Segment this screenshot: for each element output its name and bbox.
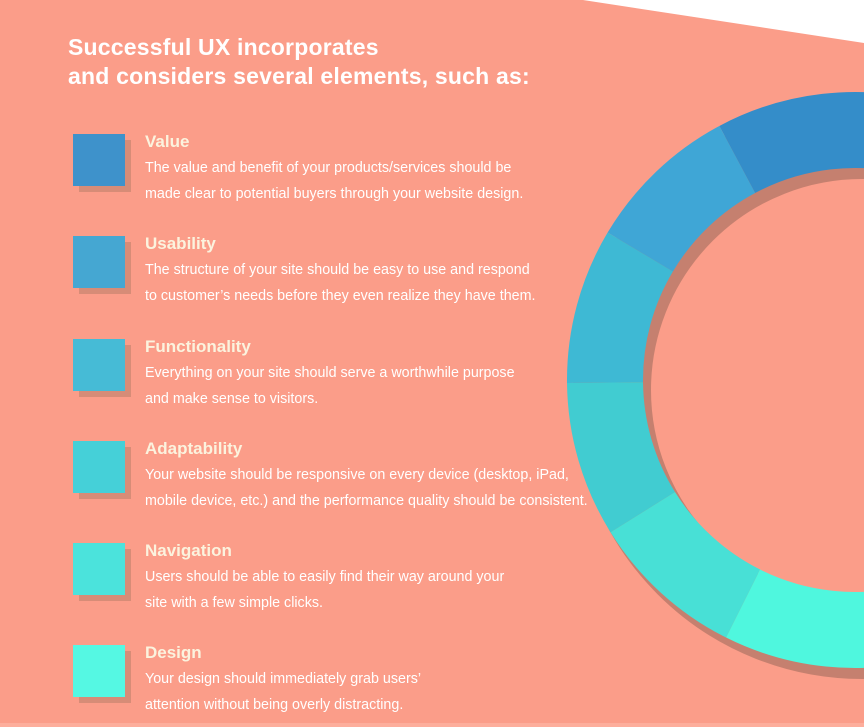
color-swatch bbox=[73, 441, 125, 493]
color-swatch bbox=[73, 236, 125, 288]
item-description: Your website should be responsive on eve… bbox=[145, 467, 588, 509]
donut-segment-value bbox=[719, 92, 864, 194]
item-label: Adaptability bbox=[145, 439, 243, 458]
donut-segment-navigation bbox=[610, 491, 761, 638]
page-title-line1: Successful UX incorporates bbox=[68, 34, 379, 60]
item-label: Navigation bbox=[145, 541, 232, 560]
color-swatch bbox=[73, 645, 125, 697]
item-description: Your design should immediately grab user… bbox=[145, 671, 422, 713]
donut-segment-design bbox=[726, 569, 864, 668]
item-description: The value and benefit of your products/s… bbox=[145, 160, 524, 202]
color-swatch bbox=[73, 543, 125, 595]
color-swatch bbox=[73, 134, 125, 186]
item-label: Functionality bbox=[145, 337, 251, 356]
item-label: Design bbox=[145, 643, 202, 662]
item-description: Everything on your site should serve a w… bbox=[145, 365, 515, 407]
donut-segment-adaptability bbox=[567, 381, 676, 533]
donut-segment-usability bbox=[607, 125, 756, 273]
item-description: The structure of your site should be eas… bbox=[145, 262, 536, 304]
color-swatch bbox=[73, 339, 125, 391]
page-title: Successful UX incorporates and considers… bbox=[68, 33, 530, 91]
bottom-edge-strip bbox=[0, 723, 864, 727]
item-label: Value bbox=[145, 132, 190, 151]
item-description: Users should be able to easily find thei… bbox=[145, 569, 505, 611]
page-title-line2: and considers several elements, such as: bbox=[68, 63, 530, 89]
item-label: Usability bbox=[145, 234, 216, 253]
donut-segment-functionality bbox=[567, 232, 674, 384]
